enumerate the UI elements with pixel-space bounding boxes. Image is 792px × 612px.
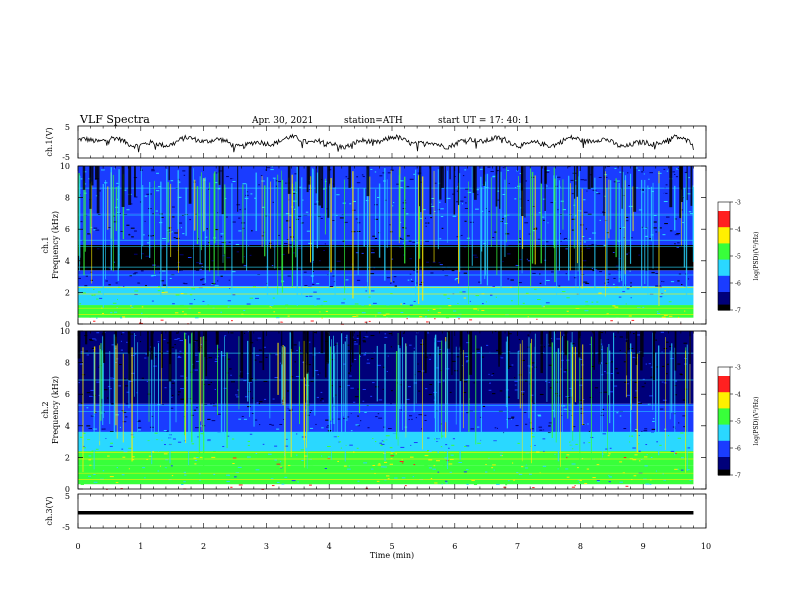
ch1-colorbar-label: log(PSD)(V²/Hz) <box>753 232 760 281</box>
ch2-spectrogram-ytick-label: 8 <box>65 359 70 368</box>
ch2-spectrogram-band-4 <box>78 403 694 433</box>
ch1-spectrogram-band-6 <box>78 166 694 214</box>
ch2-spectrogram-ytick-label: 0 <box>65 485 70 494</box>
ch1-waveform-line <box>77 133 694 153</box>
ch1-spectrogram-ytick-label: 6 <box>65 225 70 234</box>
time-axis: 0 1 2 3 4 5 6 7 8 9 10 <box>75 126 711 551</box>
time-tick-label: 9 <box>641 542 646 551</box>
ch2-spectrogram-band-1 <box>78 465 694 485</box>
start-time-label: start UT = 17: 40: 1 <box>438 116 530 126</box>
ch2-colorbar-tick-label: -7 <box>735 473 741 480</box>
ch2-colorbar-tick-label: -3 <box>735 365 741 372</box>
time-tick-label: 4 <box>327 542 332 551</box>
ch2-colorbar-tick-label: -6 <box>735 446 741 453</box>
ch1-spectrogram-panel: 0 2 4 6 8 10 ch.1 Frequency (kHz) <box>41 162 707 329</box>
ch2-spectrogram-image <box>77 331 694 490</box>
ch2-spectrogram-panel: 0 2 4 6 8 10 ch.2 Frequency (kHz) <box>41 327 707 494</box>
time-tick-label: 10 <box>701 542 711 551</box>
ch1-spectrogram-band-2 <box>78 286 694 306</box>
time-tick-label: 1 <box>138 542 143 551</box>
time-tick-label: 2 <box>201 542 206 551</box>
ch2-colorbar-label: log(PSD)(V²/Hz) <box>753 397 760 446</box>
ch1-spectrogram-band-4 <box>78 245 694 271</box>
time-tick-label: 0 <box>75 542 80 551</box>
ch1-spectrogram-sferics <box>78 166 695 308</box>
ch1-spectrogram-ytick-label: 0 <box>65 320 70 329</box>
ch3-waveform-panel: 5 -5 ch.3(V) <box>45 492 707 532</box>
ch1-colorbar-tick-label: -4 <box>735 227 741 234</box>
time-axis-label: Time (min) <box>370 551 414 560</box>
ch1-colorbar-tick-label: -6 <box>735 281 741 288</box>
figure-title: VLF Spectra <box>79 113 150 126</box>
time-tick-label: 8 <box>578 542 583 551</box>
ch1-spectrogram-image <box>78 166 695 325</box>
ch1-spectrogram-ytick-label: 2 <box>65 288 70 297</box>
ch2-colorbar: -3 -4 -5 -6 -7 log(PSD)(V²/Hz) <box>717 365 760 480</box>
ch1-spectrogram-band-5 <box>78 213 694 245</box>
ch1-colorbar-tick-label: -7 <box>735 308 741 315</box>
ch1-colorbar-tick-label: -5 <box>735 254 741 261</box>
ch2-spectrogram-ytick-label: 4 <box>65 422 70 431</box>
ch1-waveform-ylabel: ch.1(V) <box>45 127 54 156</box>
ch1-colorbar: -3 -4 -5 -6 -7 log(PSD)(V²/Hz) <box>717 200 760 315</box>
ch1-spectrogram-narrowband-lines <box>78 187 694 315</box>
ch1-waveform-panel: 5 -5 ch.1(V) <box>45 123 707 162</box>
ch1-spectrogram-band-1 <box>78 305 694 318</box>
ch1-colorbar-tick-label: -3 <box>735 200 741 207</box>
ch1-ytick-bottom: -5 <box>62 153 70 162</box>
ch2-spectrogram-band-3 <box>78 432 694 452</box>
ch2-spectrogram-sferics <box>77 331 691 473</box>
ch1-spectrogram-ylabel-frequency: Frequency (kHz) <box>51 211 60 279</box>
ch2-spectrogram-band-0 <box>78 484 694 489</box>
ch3-waveform-ylabel: ch.3(V) <box>45 496 54 525</box>
ch1-spectrogram-ytick-label: 8 <box>65 194 70 203</box>
ch2-spectrogram-ylabel-frequency: Frequency (kHz) <box>51 376 60 444</box>
ch2-colorbar-tick-label: -4 <box>735 392 741 399</box>
time-tick-label: 6 <box>452 542 457 551</box>
time-tick-label: 7 <box>515 542 520 551</box>
ch3-ytick-top: 5 <box>65 492 70 501</box>
ch2-colorbar-tick-label: -5 <box>735 419 741 426</box>
ch2-spectrogram-ytick-label: 6 <box>65 390 70 399</box>
ch2-spectrogram-narrowband-lines <box>78 352 694 480</box>
ch1-spectrogram-ytick-label: 10 <box>60 162 70 171</box>
ch1-ytick-top: 5 <box>65 123 70 132</box>
ch2-spectrogram-ytick-label: 2 <box>65 453 70 462</box>
time-tick-label: 5 <box>389 542 394 551</box>
station-label: station=ATH <box>344 116 403 126</box>
ch1-spectrogram-ytick-label: 4 <box>65 257 70 266</box>
ch2-spectrogram-ytick-label: 10 <box>60 327 70 336</box>
ch2-spectrogram-ylabel-channel: ch.2 <box>41 401 50 418</box>
date-label: Apr. 30, 2021 <box>251 116 313 126</box>
ch3-ytick-bottom: -5 <box>62 523 70 532</box>
time-tick-label: 3 <box>264 542 269 551</box>
ch1-spectrogram-ylabel-channel: ch.1 <box>41 236 50 253</box>
